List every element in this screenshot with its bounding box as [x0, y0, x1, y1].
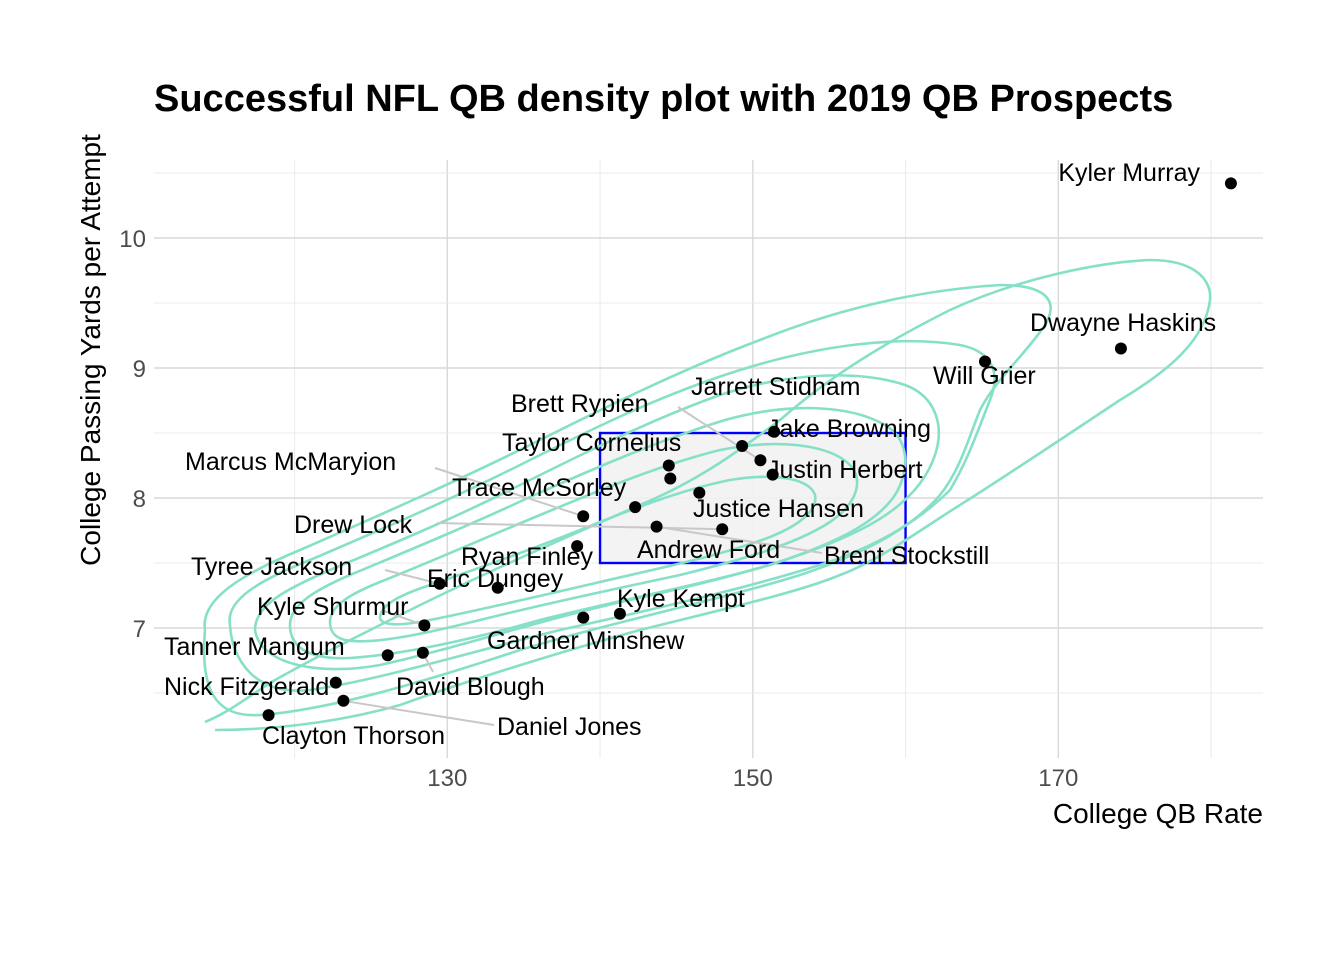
point-label: Justice Hansen	[693, 495, 864, 523]
data-point	[577, 611, 590, 624]
point-label: Gardner Minshew	[487, 627, 685, 655]
point-label: Jake Browning	[767, 415, 931, 443]
point-label: Dwayne Haskins	[1030, 309, 1216, 337]
density-contours	[202, 258, 1212, 732]
x-tick-label: 170	[1038, 765, 1078, 792]
data-point	[664, 472, 677, 485]
y-tick-label: 7	[133, 616, 146, 643]
leader-line	[434, 467, 584, 518]
point-label: Taylor Cornelius	[502, 429, 681, 457]
data-point	[613, 607, 626, 620]
leader-line	[343, 699, 495, 726]
point-label: Kyle Shurmur	[257, 593, 408, 621]
point-label: Tyree Jackson	[191, 553, 352, 581]
point-label: Nick Fitzgerald	[164, 673, 329, 701]
point-label: Clayton Thorson	[262, 722, 445, 750]
label-leader-lines	[343, 406, 823, 726]
point-label: Andrew Ford	[637, 536, 780, 564]
data-point	[693, 486, 706, 499]
point-label: Will Grier	[933, 362, 1036, 390]
density-contour-2	[202, 283, 1052, 717]
data-point	[262, 709, 275, 722]
point-label: Kyler Murray	[1058, 159, 1200, 187]
data-point	[418, 619, 431, 632]
density-contour-6	[328, 442, 859, 643]
point-label: Tanner Mangum	[164, 633, 345, 661]
data-point	[766, 468, 779, 481]
data-point	[491, 581, 504, 594]
point-label: David Blough	[396, 673, 545, 701]
data-point	[754, 454, 767, 467]
point-label: Brent Stockstill	[824, 542, 989, 570]
data-point	[662, 459, 675, 472]
data-point	[337, 694, 350, 707]
point-label: Daniel Jones	[497, 713, 642, 741]
data-point	[650, 520, 663, 533]
data-point	[433, 577, 446, 590]
y-tick-label: 10	[119, 226, 146, 253]
data-point	[381, 649, 394, 662]
point-label: Eric Dungey	[427, 565, 564, 593]
data-point	[736, 440, 749, 452]
point-label: Jarrett Stidham	[691, 373, 861, 401]
density-contour-4	[253, 374, 940, 671]
point-label: Drew Lock	[294, 511, 413, 539]
point-label: Justin Herbert	[767, 456, 923, 484]
density-contour-1	[204, 258, 1212, 732]
x-tick-label: 130	[427, 765, 467, 792]
data-point	[978, 355, 991, 368]
density-contour-3	[228, 339, 996, 692]
data-point	[768, 425, 781, 438]
y-tick-label: 8	[133, 486, 146, 513]
leader-line	[384, 569, 440, 585]
point-labels: Kyler Murray Dwayne Haskins Will GrierJake…	[164, 159, 1216, 750]
leader-line	[656, 525, 823, 554]
leader-line	[677, 406, 761, 462]
data-points	[262, 177, 1237, 722]
data-point	[329, 676, 342, 689]
y-axis-title: College Passing Yards per Attempt	[75, 134, 106, 566]
x-tick-label: 150	[733, 765, 773, 792]
axes: 130 150 170 7 8 9 10	[119, 226, 1078, 792]
y-tick-label: 9	[133, 356, 146, 383]
data-point	[1114, 342, 1127, 355]
data-point	[577, 510, 590, 523]
density-contour-5	[288, 406, 907, 660]
point-label: Trace McSorley	[452, 474, 627, 502]
x-axis-title: College QB Rate	[1053, 798, 1263, 829]
data-point	[629, 501, 642, 514]
density-contour-7	[378, 475, 817, 626]
chart-title: Successful NFL QB density plot with 2019…	[154, 78, 1173, 120]
data-point	[1224, 177, 1237, 190]
point-label: Kyle Kempt	[617, 585, 745, 613]
leader-line	[383, 610, 425, 627]
point-label: Brett Rypien	[511, 390, 649, 418]
data-point	[571, 540, 584, 553]
leader-line	[436, 522, 723, 531]
point-label: Marcus McMaryion	[185, 448, 396, 476]
data-point	[416, 646, 429, 659]
point-label: Ryan Finley	[461, 543, 593, 571]
data-point	[716, 523, 729, 536]
